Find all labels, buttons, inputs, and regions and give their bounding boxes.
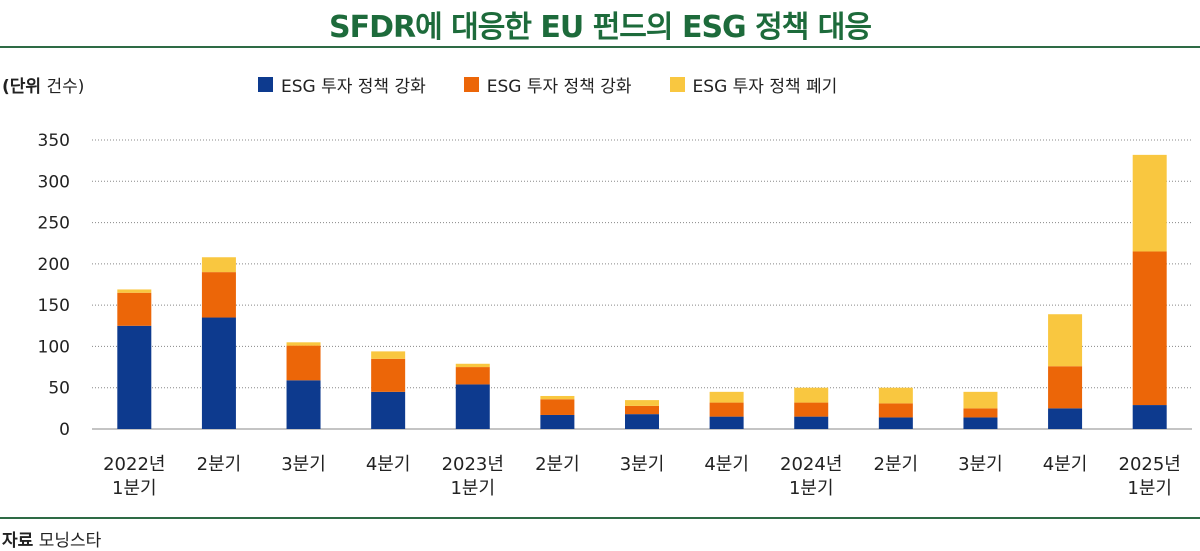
y-tick-label: 100 — [38, 337, 70, 357]
y-tick-label: 200 — [38, 255, 70, 275]
x-tick-label: 4분기 — [1043, 454, 1088, 475]
chart-title: SFDR에 대응한 EU 펀드의 ESG 정책 대응 — [329, 10, 872, 45]
x-tick-label: 4분기 — [366, 454, 411, 475]
legend-label-blue: ESG 투자 정책 강화 — [281, 77, 426, 97]
bar-segment-series0-cat3 — [371, 391, 406, 429]
bar-segment-series1-cat0 — [117, 292, 152, 326]
x-tick-label: 2분기 — [197, 454, 242, 475]
bar-segment-series2-cat1 — [201, 257, 236, 273]
bar-segment-series1-cat6 — [625, 405, 659, 415]
legend-item-blue: ESG 투자 정책 강화 — [258, 72, 426, 97]
y-tick-label: 300 — [38, 172, 70, 192]
legend-item-yellow: ESG 투자 정책 폐기 — [669, 72, 838, 97]
source-label: 자료 — [2, 531, 34, 551]
bar-segment-series1-cat5 — [540, 399, 575, 415]
x-tick-label: 3분기 — [281, 454, 326, 475]
x-tick-label: 2023년 — [442, 454, 504, 475]
bar-segment-series2-cat10 — [963, 391, 998, 409]
bottom-rule — [0, 517, 1200, 519]
bar-segment-series1-cat11 — [1048, 366, 1083, 409]
bar-segment-series0-cat2 — [286, 380, 321, 429]
y-tick-label: 0 — [59, 420, 70, 440]
legend-label-yellow: ESG 투자 정책 폐기 — [692, 77, 838, 97]
bar-segment-series0-cat9 — [878, 417, 913, 429]
bar-segment-series0-cat8 — [794, 416, 829, 429]
x-tick-label: 3분기 — [620, 454, 665, 475]
bar-segment-series0-cat6 — [625, 414, 659, 429]
bar-segment-series0-cat11 — [1048, 408, 1083, 429]
bar-segment-series1-cat7 — [709, 402, 744, 417]
y-tick-label: 50 — [48, 379, 70, 399]
bar-segment-series1-cat4 — [455, 367, 490, 385]
bar-segment-series2-cat2 — [286, 342, 321, 346]
bar-segment-series0-cat5 — [540, 414, 575, 429]
bar-segment-series2-cat0 — [117, 289, 152, 293]
bar-segment-series2-cat6 — [625, 400, 659, 406]
bar-segment-series2-cat7 — [709, 391, 744, 403]
x-tick-label: 4분기 — [704, 454, 749, 475]
x-tick-label: 2025년 — [1119, 454, 1181, 475]
source-note: 자료 모닝스타 — [2, 526, 101, 551]
legend-label-orange: ESG 투자 정책 강화 — [486, 77, 632, 97]
x-tick-label: 1분기 — [789, 478, 834, 499]
bar-segment-series0-cat4 — [455, 384, 490, 429]
legend-item-orange: ESG 투자 정책 강화 — [463, 72, 632, 97]
y-tick-label: 250 — [38, 214, 70, 234]
bar-segment-series1-cat1 — [201, 272, 236, 318]
x-tick-label: 2분기 — [874, 454, 919, 475]
bar-segment-series1-cat12 — [1132, 251, 1167, 406]
x-tick-label: 3분기 — [958, 454, 1003, 475]
bar-segment-series0-cat10 — [963, 417, 998, 429]
bar-segment-series2-cat5 — [540, 395, 575, 400]
bar-segment-series2-cat9 — [878, 387, 913, 404]
y-tick-label: 150 — [38, 296, 70, 316]
top-rule — [0, 46, 1200, 48]
bar-segment-series2-cat3 — [371, 351, 406, 359]
x-tick-label: 1분기 — [1127, 478, 1172, 499]
y-tick-label: 350 — [38, 131, 70, 151]
bar-segment-series0-cat12 — [1132, 405, 1167, 429]
bar-segment-series1-cat2 — [286, 345, 321, 381]
bar-segment-series0-cat0 — [117, 325, 152, 429]
x-tick-label: 1분기 — [450, 478, 495, 499]
bar-segment-series2-cat12 — [1132, 154, 1167, 252]
x-tick-label: 2022년 — [103, 454, 165, 475]
x-tick-label: 1분기 — [112, 478, 157, 499]
unit-label-value: 건수) — [46, 77, 85, 97]
unit-label-key: (단위 — [2, 77, 42, 97]
bar-segment-series2-cat8 — [794, 387, 829, 403]
bar-segment-series0-cat1 — [201, 317, 236, 429]
x-tick-label: 2분기 — [535, 454, 580, 475]
legend-swatch-orange — [463, 77, 479, 92]
bar-segment-series0-cat7 — [709, 416, 744, 429]
source-value: 모닝스타 — [38, 531, 102, 551]
unit-label: (단위 건수) — [2, 72, 84, 97]
bar-segment-series1-cat9 — [878, 403, 913, 418]
legend-swatch-blue — [258, 77, 273, 92]
bar-segment-series2-cat11 — [1048, 314, 1083, 367]
bar-segment-series1-cat10 — [963, 408, 998, 418]
legend: ESG 투자 정책 강화 ESG 투자 정책 강화 ESG 투자 정책 폐기 — [258, 72, 837, 97]
bar-segment-series1-cat3 — [371, 358, 406, 392]
legend-swatch-yellow — [669, 77, 685, 92]
bar-segment-series1-cat8 — [794, 402, 829, 417]
x-tick-label: 2024년 — [780, 454, 842, 475]
bar-segment-series2-cat4 — [455, 363, 490, 368]
